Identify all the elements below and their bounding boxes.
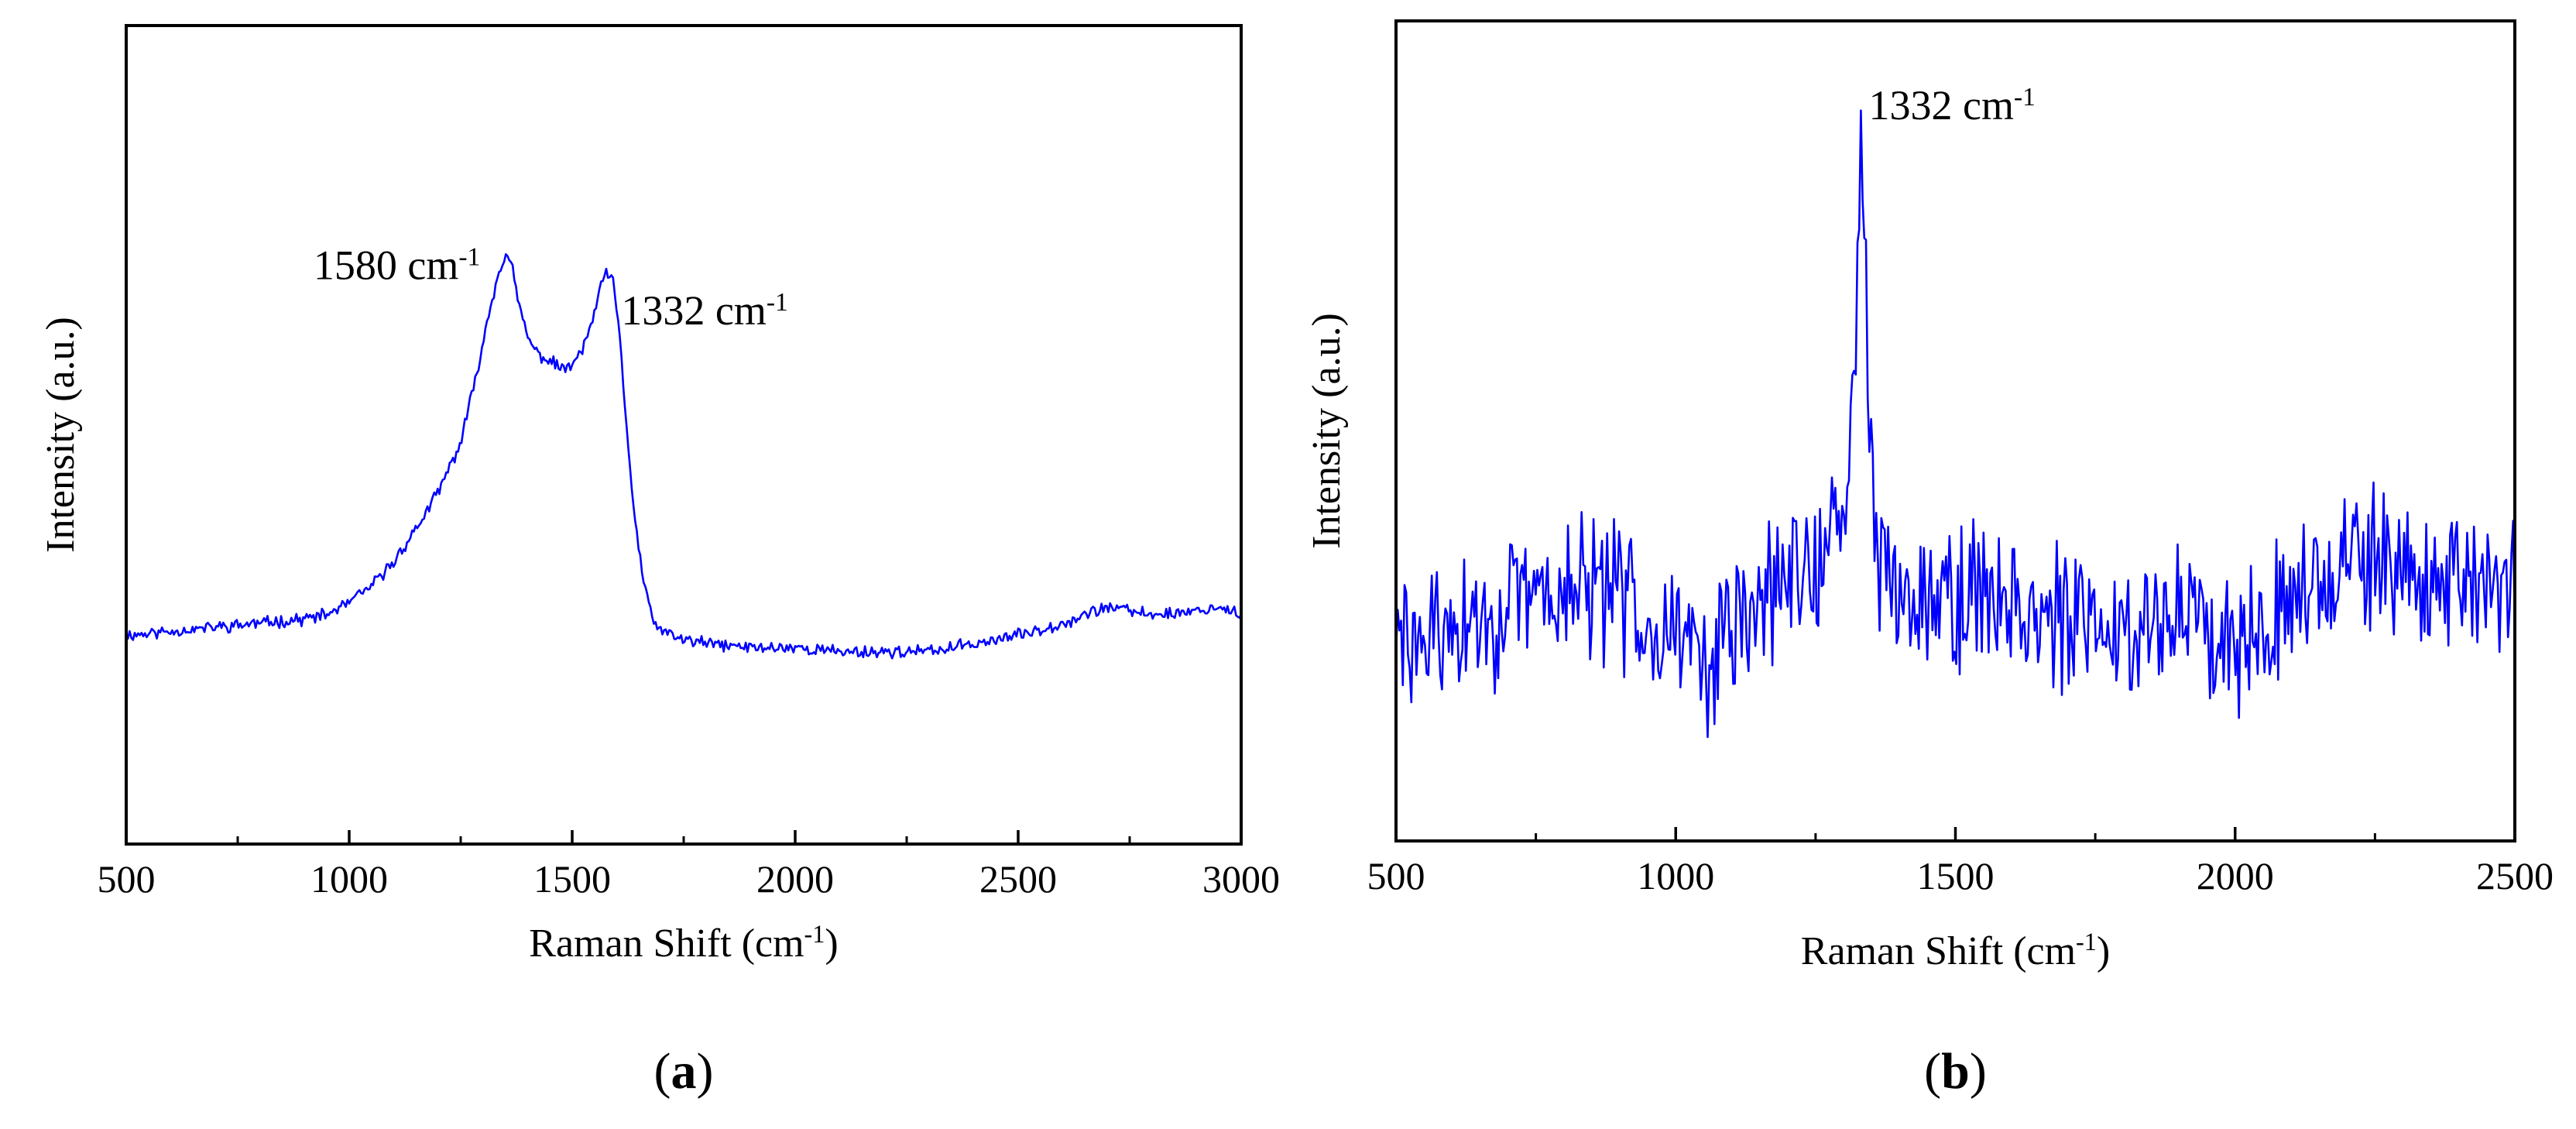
- series-line-spectrum: [125, 253, 1243, 660]
- series-line-spectrum: [1394, 109, 2516, 739]
- peak-annotation-text: 1332 cm: [1869, 82, 2014, 129]
- plot-frame: [1394, 19, 2516, 842]
- panel-label: (a): [654, 1043, 714, 1100]
- plot-frame: [125, 24, 1243, 846]
- panel-label-open: (: [1924, 1043, 1941, 1100]
- x-tick-label: 2500: [979, 857, 1057, 901]
- y-axis-label: Intensity (a.u.): [1305, 313, 1349, 549]
- peak-annotation: 1332 cm-1: [1869, 82, 2036, 129]
- x-axis-label-close: ): [2097, 929, 2110, 973]
- x-axis-label: Raman Shift (cm-1): [529, 920, 838, 966]
- panel-label-open: (: [654, 1043, 671, 1100]
- x-tick-label: 1000: [310, 857, 388, 901]
- x-tick-label: 1500: [1917, 854, 1995, 897]
- panel-label: (b): [1924, 1043, 1987, 1100]
- x-axis-label-text: Raman Shift (cm: [1801, 929, 2076, 973]
- x-tick-label: 1500: [533, 857, 611, 901]
- x-axis-label: Raman Shift (cm-1): [1801, 928, 2110, 973]
- peak-annotation: 1580 cm-1: [314, 242, 480, 289]
- x-tick-label: 2000: [756, 857, 834, 901]
- panel-label-close: ): [697, 1043, 714, 1100]
- x-tick-label: 1000: [1637, 854, 1714, 897]
- x-tick-label: 3000: [1202, 857, 1280, 901]
- panel-label-letter: b: [1941, 1043, 1970, 1100]
- x-tick-label: 500: [1367, 854, 1425, 897]
- peak-annotation: 1332 cm-1: [621, 287, 787, 334]
- peak-annotation-text: 1332 cm: [621, 287, 766, 334]
- x-axis-label-superscript: -1: [2076, 928, 2097, 956]
- panel-label-close: ): [1970, 1043, 1987, 1100]
- x-tick-label: 2000: [2197, 854, 2274, 897]
- x-axis-label-text: Raman Shift (cm: [529, 921, 804, 966]
- peak-annotation-superscript: -1: [458, 242, 480, 271]
- x-axis-label-superscript: -1: [804, 920, 825, 948]
- x-tick-label: 2500: [2476, 854, 2554, 897]
- peak-annotation-text: 1580 cm: [314, 242, 458, 289]
- peak-annotation-superscript: -1: [2014, 83, 2036, 112]
- y-axis-label: Intensity (a.u.): [39, 317, 83, 553]
- x-axis-label-close: ): [825, 921, 838, 966]
- panel-label-letter: a: [671, 1043, 697, 1100]
- x-tick-label: 500: [98, 857, 156, 901]
- peak-annotation-superscript: -1: [767, 287, 788, 316]
